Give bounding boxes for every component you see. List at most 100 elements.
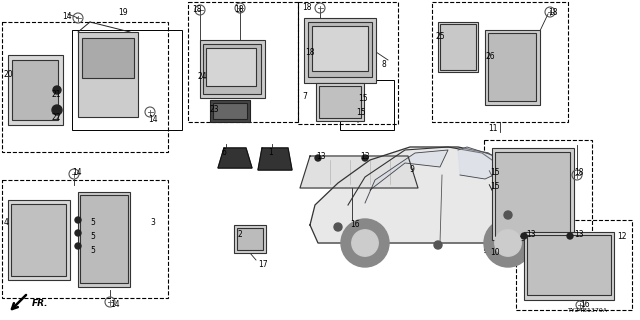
Text: 20: 20 [4, 70, 13, 79]
Text: 18: 18 [192, 5, 202, 14]
Bar [206, 48, 256, 86]
Text: 23: 23 [210, 105, 220, 114]
Bar [432, 2, 568, 122]
Bar [12, 60, 58, 120]
Bar [213, 103, 247, 119]
Polygon shape [458, 147, 498, 179]
Bar [495, 152, 570, 236]
Text: 15: 15 [358, 94, 367, 103]
Text: 8: 8 [382, 60, 387, 69]
Text: 18: 18 [548, 8, 557, 17]
Bar [438, 22, 478, 72]
Polygon shape [365, 150, 448, 203]
Polygon shape [310, 147, 558, 243]
Circle shape [434, 241, 442, 249]
Bar [8, 55, 63, 125]
Bar [11, 204, 66, 276]
Polygon shape [258, 148, 292, 170]
Text: 24: 24 [198, 72, 207, 81]
Circle shape [75, 243, 81, 249]
Circle shape [75, 217, 81, 223]
Text: 5: 5 [90, 218, 95, 227]
Polygon shape [218, 148, 252, 168]
Bar [210, 100, 250, 122]
Text: 26: 26 [486, 52, 495, 61]
Bar [234, 225, 266, 253]
Bar [316, 83, 364, 121]
Text: 15: 15 [356, 108, 365, 117]
Polygon shape [548, 210, 558, 223]
Bar [485, 30, 540, 105]
Text: 5: 5 [90, 246, 95, 255]
Circle shape [362, 155, 368, 161]
Bar [2, 180, 168, 298]
Bar [2, 22, 168, 152]
Text: 10: 10 [490, 248, 500, 257]
Text: 13: 13 [360, 152, 370, 161]
Text: 14: 14 [148, 115, 157, 124]
Bar [488, 33, 536, 101]
Bar [82, 38, 134, 78]
Text: 21: 21 [52, 90, 61, 99]
Circle shape [341, 219, 389, 267]
Text: 6: 6 [222, 148, 227, 157]
Text: 14: 14 [110, 300, 120, 309]
Text: 13: 13 [316, 152, 326, 161]
Text: 18: 18 [302, 3, 312, 12]
Bar [484, 140, 592, 252]
Bar [308, 22, 372, 77]
Bar [440, 24, 476, 70]
Bar [203, 44, 261, 94]
Bar [312, 26, 368, 71]
Text: 15: 15 [490, 182, 500, 191]
Text: 2: 2 [238, 230, 243, 239]
Bar [524, 232, 614, 300]
Text: 3: 3 [150, 218, 155, 227]
Text: 19: 19 [118, 8, 127, 17]
Text: 14: 14 [72, 168, 82, 177]
Circle shape [504, 211, 512, 219]
Bar [319, 86, 361, 118]
Text: 12: 12 [617, 232, 627, 241]
Bar [340, 80, 394, 130]
Text: TY24B1370A: TY24B1370A [568, 308, 608, 313]
Circle shape [52, 105, 62, 115]
Text: 25: 25 [435, 32, 445, 41]
Text: 15: 15 [490, 168, 500, 177]
Bar [304, 18, 376, 83]
Circle shape [334, 223, 342, 231]
Circle shape [53, 86, 61, 94]
Text: 9: 9 [410, 165, 415, 174]
Text: 11: 11 [488, 124, 497, 133]
Bar [78, 32, 138, 117]
Text: 7: 7 [302, 92, 307, 101]
Bar [298, 2, 398, 124]
Circle shape [567, 233, 573, 239]
Bar [72, 30, 182, 130]
Circle shape [352, 230, 378, 256]
Polygon shape [300, 156, 418, 188]
Text: 13: 13 [574, 230, 584, 239]
Circle shape [484, 219, 532, 267]
Text: 5: 5 [90, 232, 95, 241]
Text: 16: 16 [350, 220, 360, 229]
Bar [78, 192, 130, 287]
Bar [516, 220, 632, 310]
Bar [527, 235, 611, 295]
Bar [200, 40, 265, 98]
Text: 18: 18 [234, 5, 243, 14]
Circle shape [495, 230, 521, 256]
Text: 22: 22 [52, 113, 61, 122]
Bar [237, 228, 263, 250]
Text: 4: 4 [4, 218, 9, 227]
Text: 18: 18 [574, 168, 584, 177]
Circle shape [315, 155, 321, 161]
Bar [80, 195, 128, 283]
Text: 16: 16 [580, 300, 589, 309]
Bar [8, 200, 70, 280]
Text: 14: 14 [62, 12, 72, 21]
Text: 13: 13 [526, 230, 536, 239]
Circle shape [75, 230, 81, 236]
Text: FR.: FR. [32, 299, 49, 308]
Text: 18: 18 [305, 48, 314, 57]
